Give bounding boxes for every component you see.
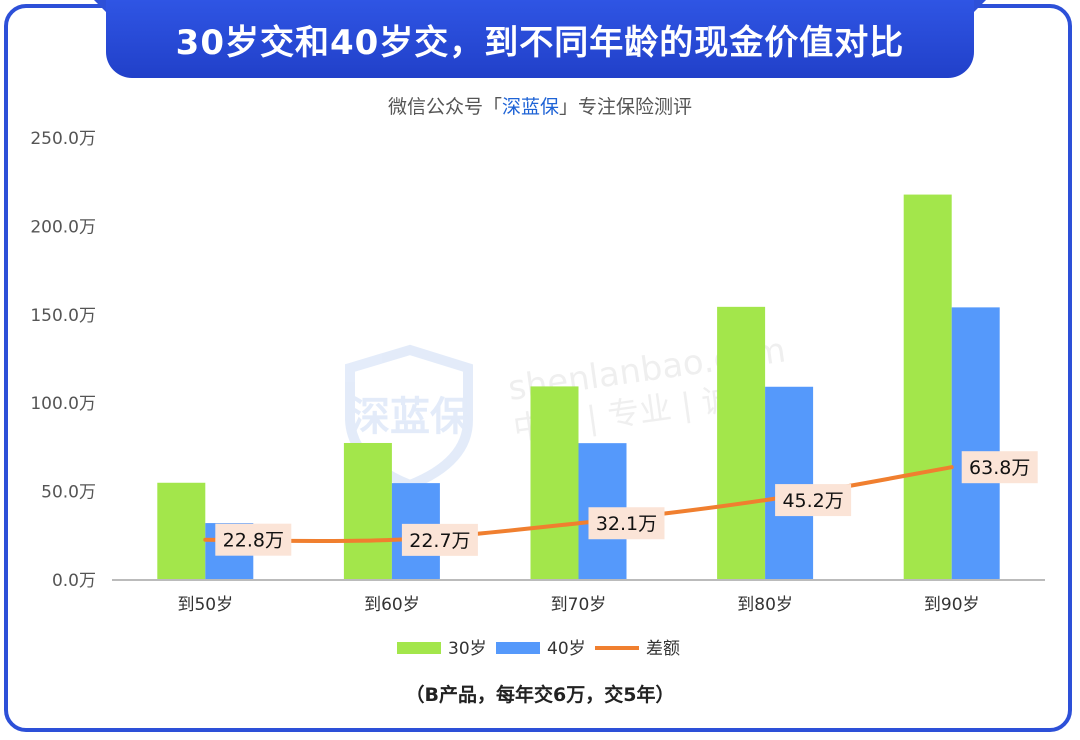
watermark-logo-text: 深蓝保 xyxy=(350,394,471,440)
bar-30 xyxy=(343,442,392,580)
diff-label-bg xyxy=(401,523,478,556)
y-tick-label: 150.0万 xyxy=(30,306,96,326)
chart-subtitle: 微信公众号「深蓝保」专注保险测评 xyxy=(0,92,1080,119)
diff-data-label: 63.8万 xyxy=(961,451,1038,484)
x-tick-label: 到80岁 xyxy=(737,595,793,615)
x-tick-label: 到90岁 xyxy=(924,595,980,615)
banner-corner-left xyxy=(94,0,108,14)
y-tick-label: 0.0万 xyxy=(52,571,96,591)
y-tick-label: 50.0万 xyxy=(41,483,96,503)
legend-label-40: 40岁 xyxy=(547,639,586,659)
banner-corner-right xyxy=(972,0,986,14)
subtitle-suffix: 」专注保险测评 xyxy=(559,96,693,118)
y-tick-label: 250.0万 xyxy=(30,129,96,149)
y-tick-label: 200.0万 xyxy=(30,217,96,237)
bar-40 xyxy=(951,307,1000,580)
diff-data-label: 22.8万 xyxy=(215,523,292,556)
diff-label-bg xyxy=(215,523,292,556)
x-tick-label: 到60岁 xyxy=(364,595,420,615)
diff-label-text: 63.8万 xyxy=(969,457,1030,479)
chart-footnote: （B产品，每年交6万，交5年） xyxy=(405,684,675,706)
diff-label-text: 22.8万 xyxy=(223,530,284,552)
diff-label-text: 32.1万 xyxy=(596,513,657,535)
diff-label-bg xyxy=(588,507,665,540)
diff-label-text: 45.2万 xyxy=(782,490,843,512)
legend-swatch-40 xyxy=(496,642,540,654)
bar-30 xyxy=(530,386,579,580)
chart-title: 30岁交和40岁交，到不同年龄的现金价值对比 xyxy=(106,0,974,78)
diff-label-bg xyxy=(775,484,852,517)
legend-swatch-30 xyxy=(397,642,441,654)
legend-label-30: 30岁 xyxy=(448,639,487,659)
subtitle-brand: 深蓝保 xyxy=(501,96,559,118)
subtitle-prefix: 微信公众号「 xyxy=(387,96,502,118)
diff-data-label: 45.2万 xyxy=(775,484,852,517)
diff-label-text: 22.7万 xyxy=(409,530,470,552)
chart-frame xyxy=(4,4,1072,732)
bar-40 xyxy=(765,386,814,580)
legend-label-diff: 差额 xyxy=(646,639,680,659)
x-tick-label: 到70岁 xyxy=(551,595,607,615)
bar-30 xyxy=(717,306,766,580)
bar-30 xyxy=(157,482,206,580)
legend: 30岁 40岁 差额 xyxy=(397,639,680,659)
diff-label-bg xyxy=(961,451,1038,484)
x-tick-label: 到50岁 xyxy=(177,595,233,615)
diff-data-label: 22.7万 xyxy=(401,523,478,556)
bar-30 xyxy=(903,194,952,581)
diff-data-label: 32.1万 xyxy=(588,507,665,540)
y-tick-label: 100.0万 xyxy=(30,394,96,414)
